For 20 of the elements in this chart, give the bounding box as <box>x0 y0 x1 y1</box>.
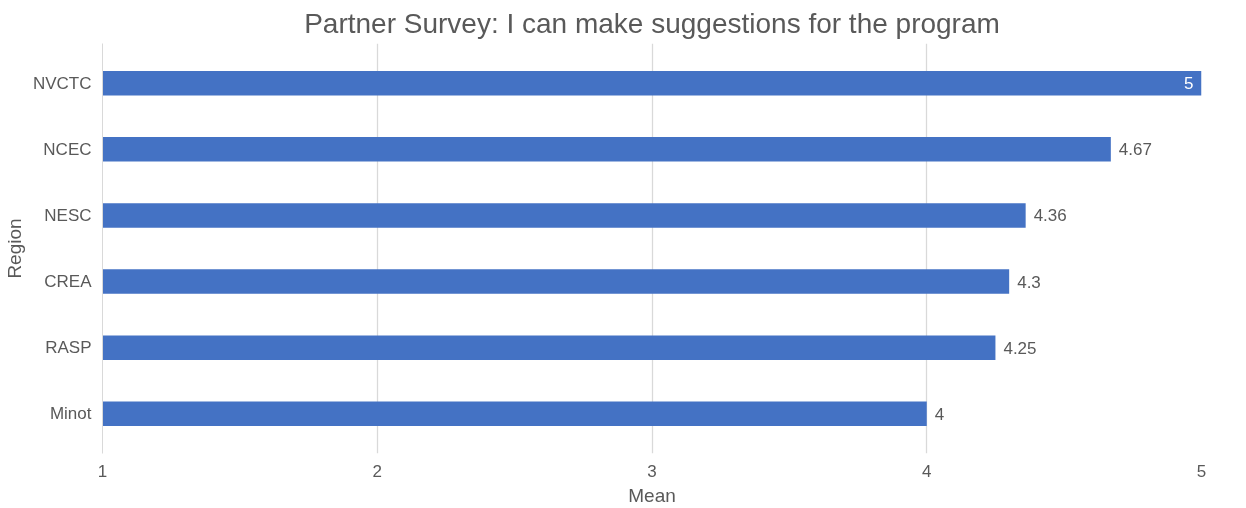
x-tick-label: 2 <box>372 461 382 481</box>
x-tick-label: 3 <box>647 461 657 481</box>
x-tick-label: 5 <box>1196 461 1207 481</box>
data-label: 4.3 <box>1017 272 1041 292</box>
y-tick-label: Minot <box>49 404 92 424</box>
y-tick-label: NVCTC <box>32 73 92 93</box>
data-label: 5 <box>1184 74 1194 94</box>
data-label: 4.67 <box>1118 140 1152 160</box>
data-label: 4 <box>934 404 945 424</box>
chart-title: Partner Survey: I can make suggestions for the program <box>304 7 1000 39</box>
y-tick-label: CREA <box>44 272 93 292</box>
x-axis-title: Mean <box>628 484 676 506</box>
data-label: 4.25 <box>1003 338 1037 358</box>
y-tick-label: NCEC <box>43 139 92 159</box>
x-tick-label: 4 <box>922 461 932 481</box>
y-tick-label: NESC <box>44 205 92 225</box>
y-tick-label: RASP <box>45 338 92 358</box>
x-tick-label: 1 <box>97 461 108 481</box>
data-label: 4.36 <box>1033 206 1067 226</box>
y-axis-title: Region <box>3 218 25 279</box>
